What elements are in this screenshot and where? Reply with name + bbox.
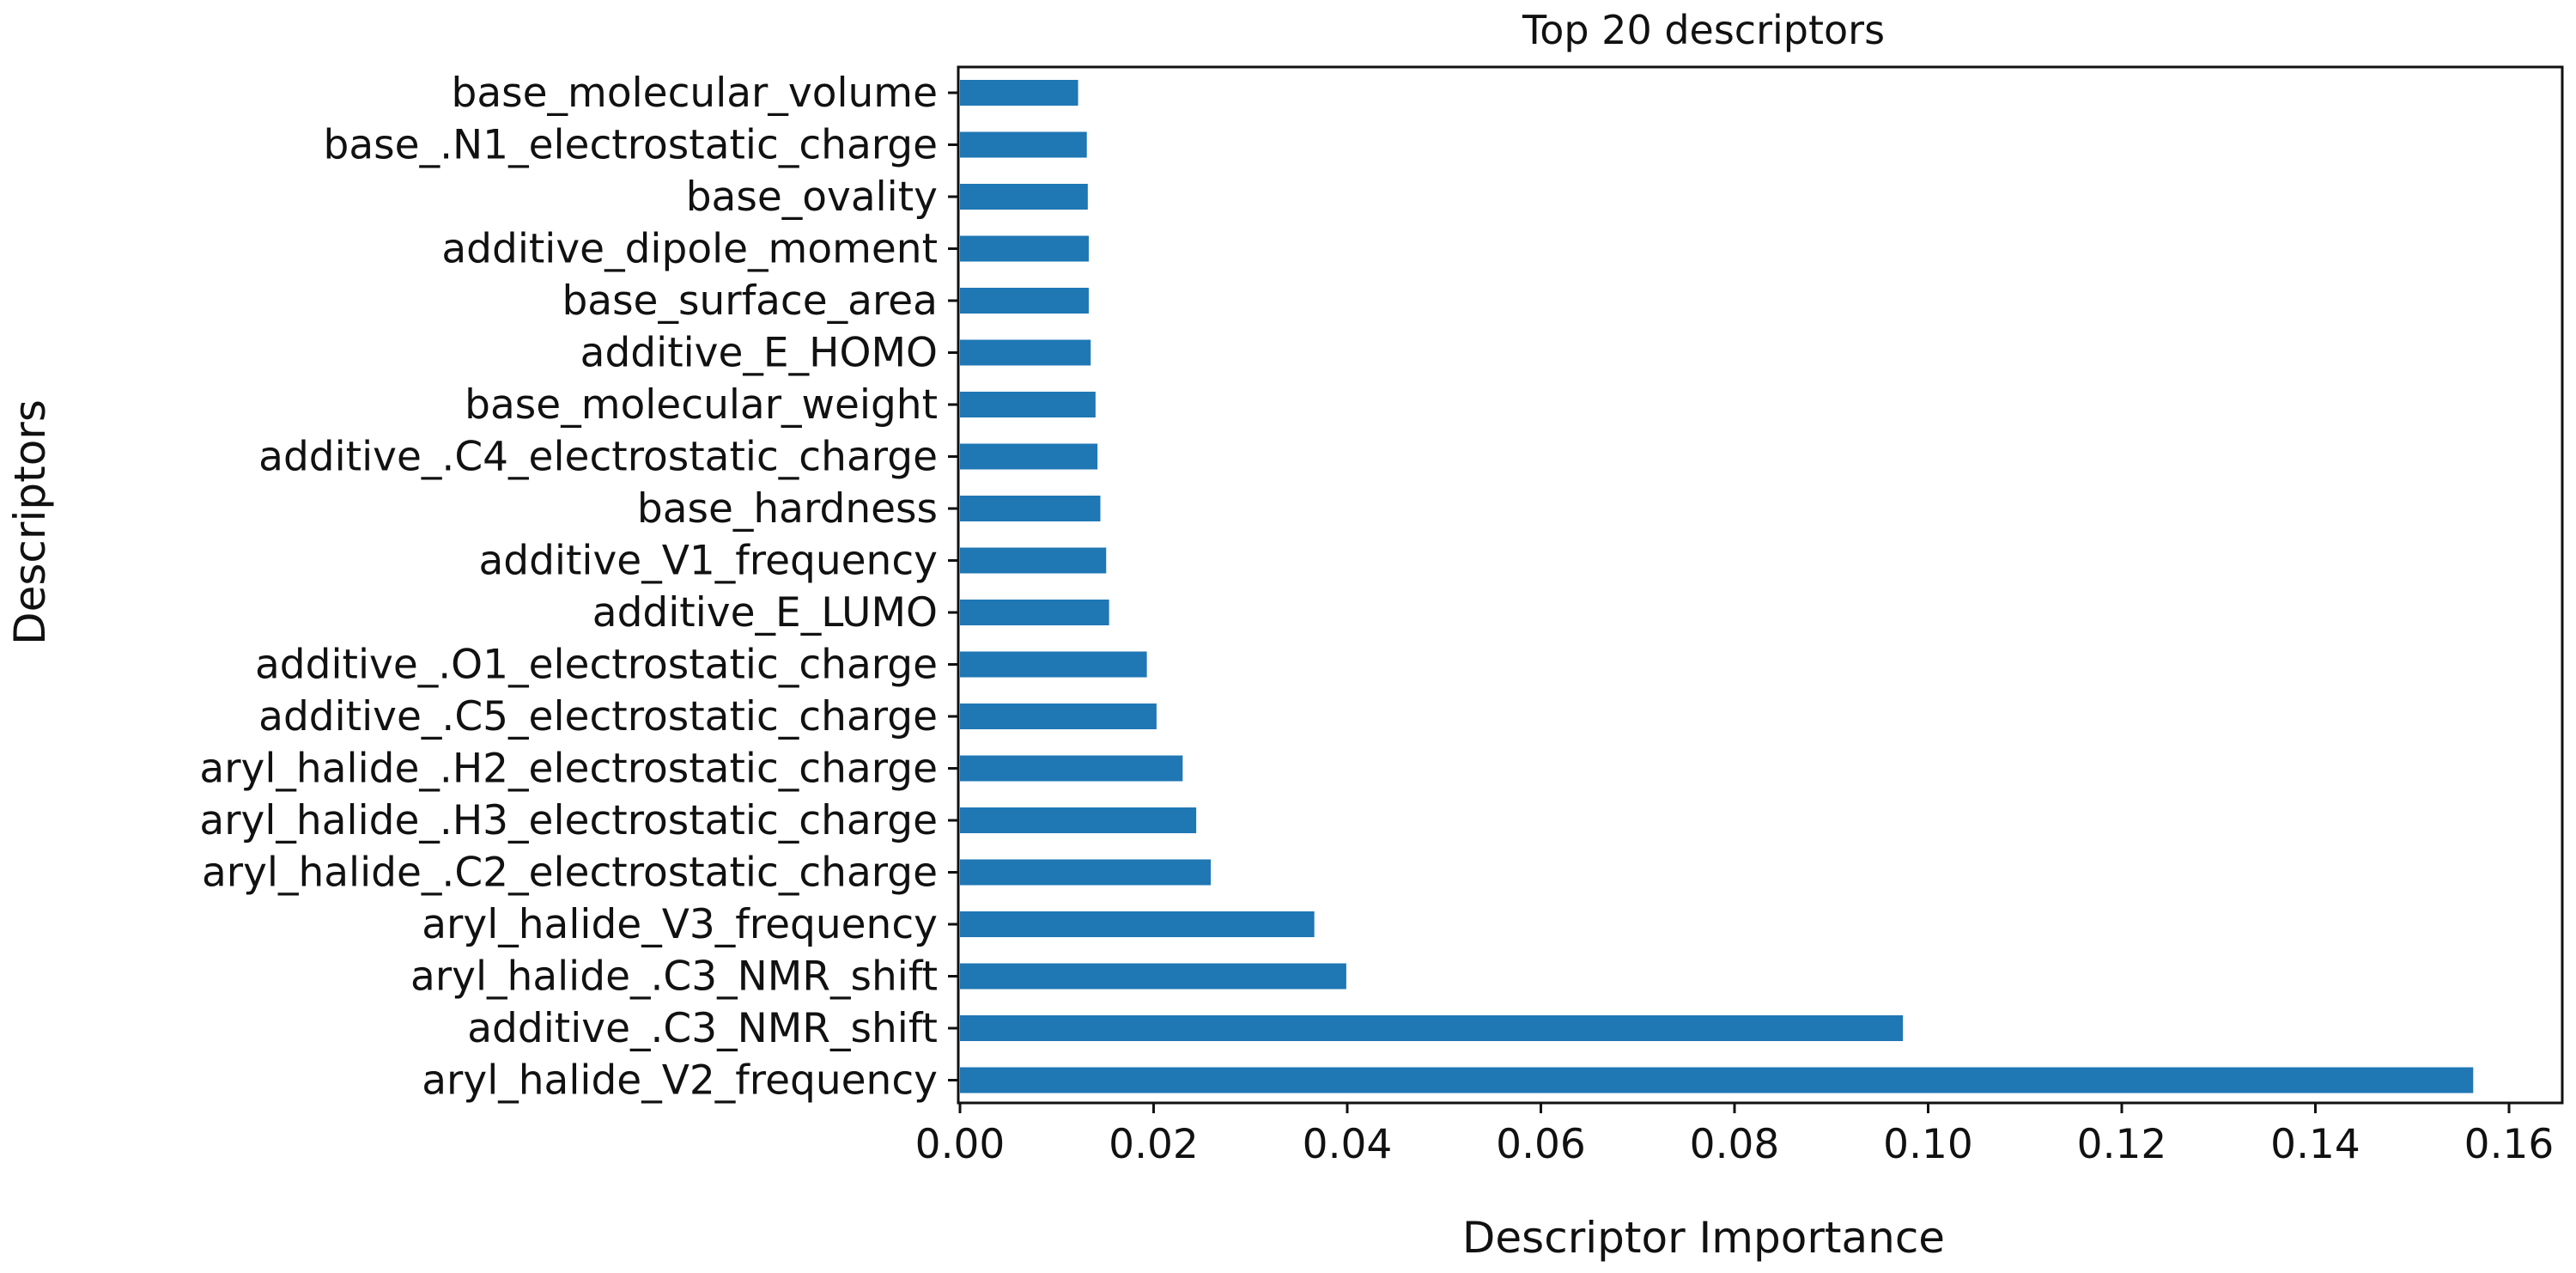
- bar: [960, 443, 1098, 470]
- bar: [960, 859, 1212, 886]
- category-label: aryl_halide_.C2_electrostatic_charge: [202, 850, 938, 897]
- x-tick-label: 0.04: [1303, 1121, 1393, 1168]
- chart-title: Top 20 descriptors: [1522, 7, 1885, 53]
- bar: [960, 339, 1091, 366]
- category-label: additive_.O1_electrostatic_charge: [255, 642, 938, 689]
- category-label: base_ovality: [686, 174, 938, 221]
- x-tick-label: 0.02: [1109, 1121, 1199, 1168]
- x-tick-label: 0.08: [1690, 1121, 1780, 1168]
- bar: [960, 600, 1109, 625]
- category-label: base_surface_area: [562, 277, 938, 325]
- bar: [960, 547, 1107, 574]
- x-tick-label: 0.00: [915, 1121, 1005, 1168]
- y-axis-label: Descriptors: [5, 399, 55, 645]
- bar: [960, 80, 1078, 106]
- x-axis-ticks: 0.00 0.02 0.04 0.06 0.08 0.10 0.12 0.14 0.16: [915, 91, 2555, 1168]
- x-tick-label: 0.12: [2077, 1121, 2167, 1168]
- x-axis-label: Descriptor Importance: [1462, 1213, 1945, 1263]
- category-label: aryl_halide_.H2_electrostatic_charge: [199, 746, 938, 793]
- bar: [960, 288, 1089, 314]
- x-tick-label: 0.06: [1496, 1121, 1586, 1168]
- category-label: base_molecular_weight: [465, 381, 938, 429]
- category-label: additive_.C4_electrostatic_charge: [258, 434, 938, 481]
- category-label: aryl_halide_.C3_NMR_shift: [410, 953, 938, 1001]
- category-label: base_.N1_electrostatic_charge: [324, 122, 938, 169]
- category-label: additive_.C5_electrostatic_charge: [258, 693, 938, 740]
- x-tick-label: 0.16: [2464, 1121, 2555, 1168]
- bar: [960, 235, 1089, 262]
- bar: [960, 496, 1101, 521]
- bars-layer: [960, 80, 2474, 1093]
- category-label: aryl_halide_.H3_electrostatic_charge: [199, 797, 938, 844]
- bar: [960, 392, 1096, 417]
- bar: [960, 755, 1183, 782]
- plot-frame: [957, 65, 2564, 1105]
- category-label: additive_dipole_moment: [441, 226, 938, 273]
- category-label: additive_.C3_NMR_shift: [467, 1005, 938, 1052]
- bar: [960, 651, 1147, 678]
- x-tick-label: 0.10: [1883, 1121, 1973, 1168]
- category-label: base_hardness: [637, 485, 938, 533]
- bar: [960, 911, 1315, 937]
- bar: [960, 1015, 1904, 1041]
- bar: [960, 704, 1157, 729]
- category-label: additive_E_HOMO: [580, 330, 938, 377]
- category-labels: base_molecular_volume base_.N1_electrosta…: [199, 70, 938, 1105]
- category-label: base_molecular_volume: [452, 70, 938, 117]
- bar: [960, 963, 1346, 990]
- category-label: aryl_halide_V2_frequency: [422, 1057, 938, 1105]
- bar: [960, 1067, 2474, 1093]
- category-label: additive_V1_frequency: [478, 538, 938, 585]
- bar: [960, 131, 1087, 158]
- x-tick-label: 0.14: [2270, 1121, 2360, 1168]
- category-label: additive_E_LUMO: [592, 589, 938, 636]
- category-label: aryl_halide_V3_frequency: [422, 901, 938, 948]
- bar: [960, 807, 1197, 833]
- bar: [960, 184, 1088, 210]
